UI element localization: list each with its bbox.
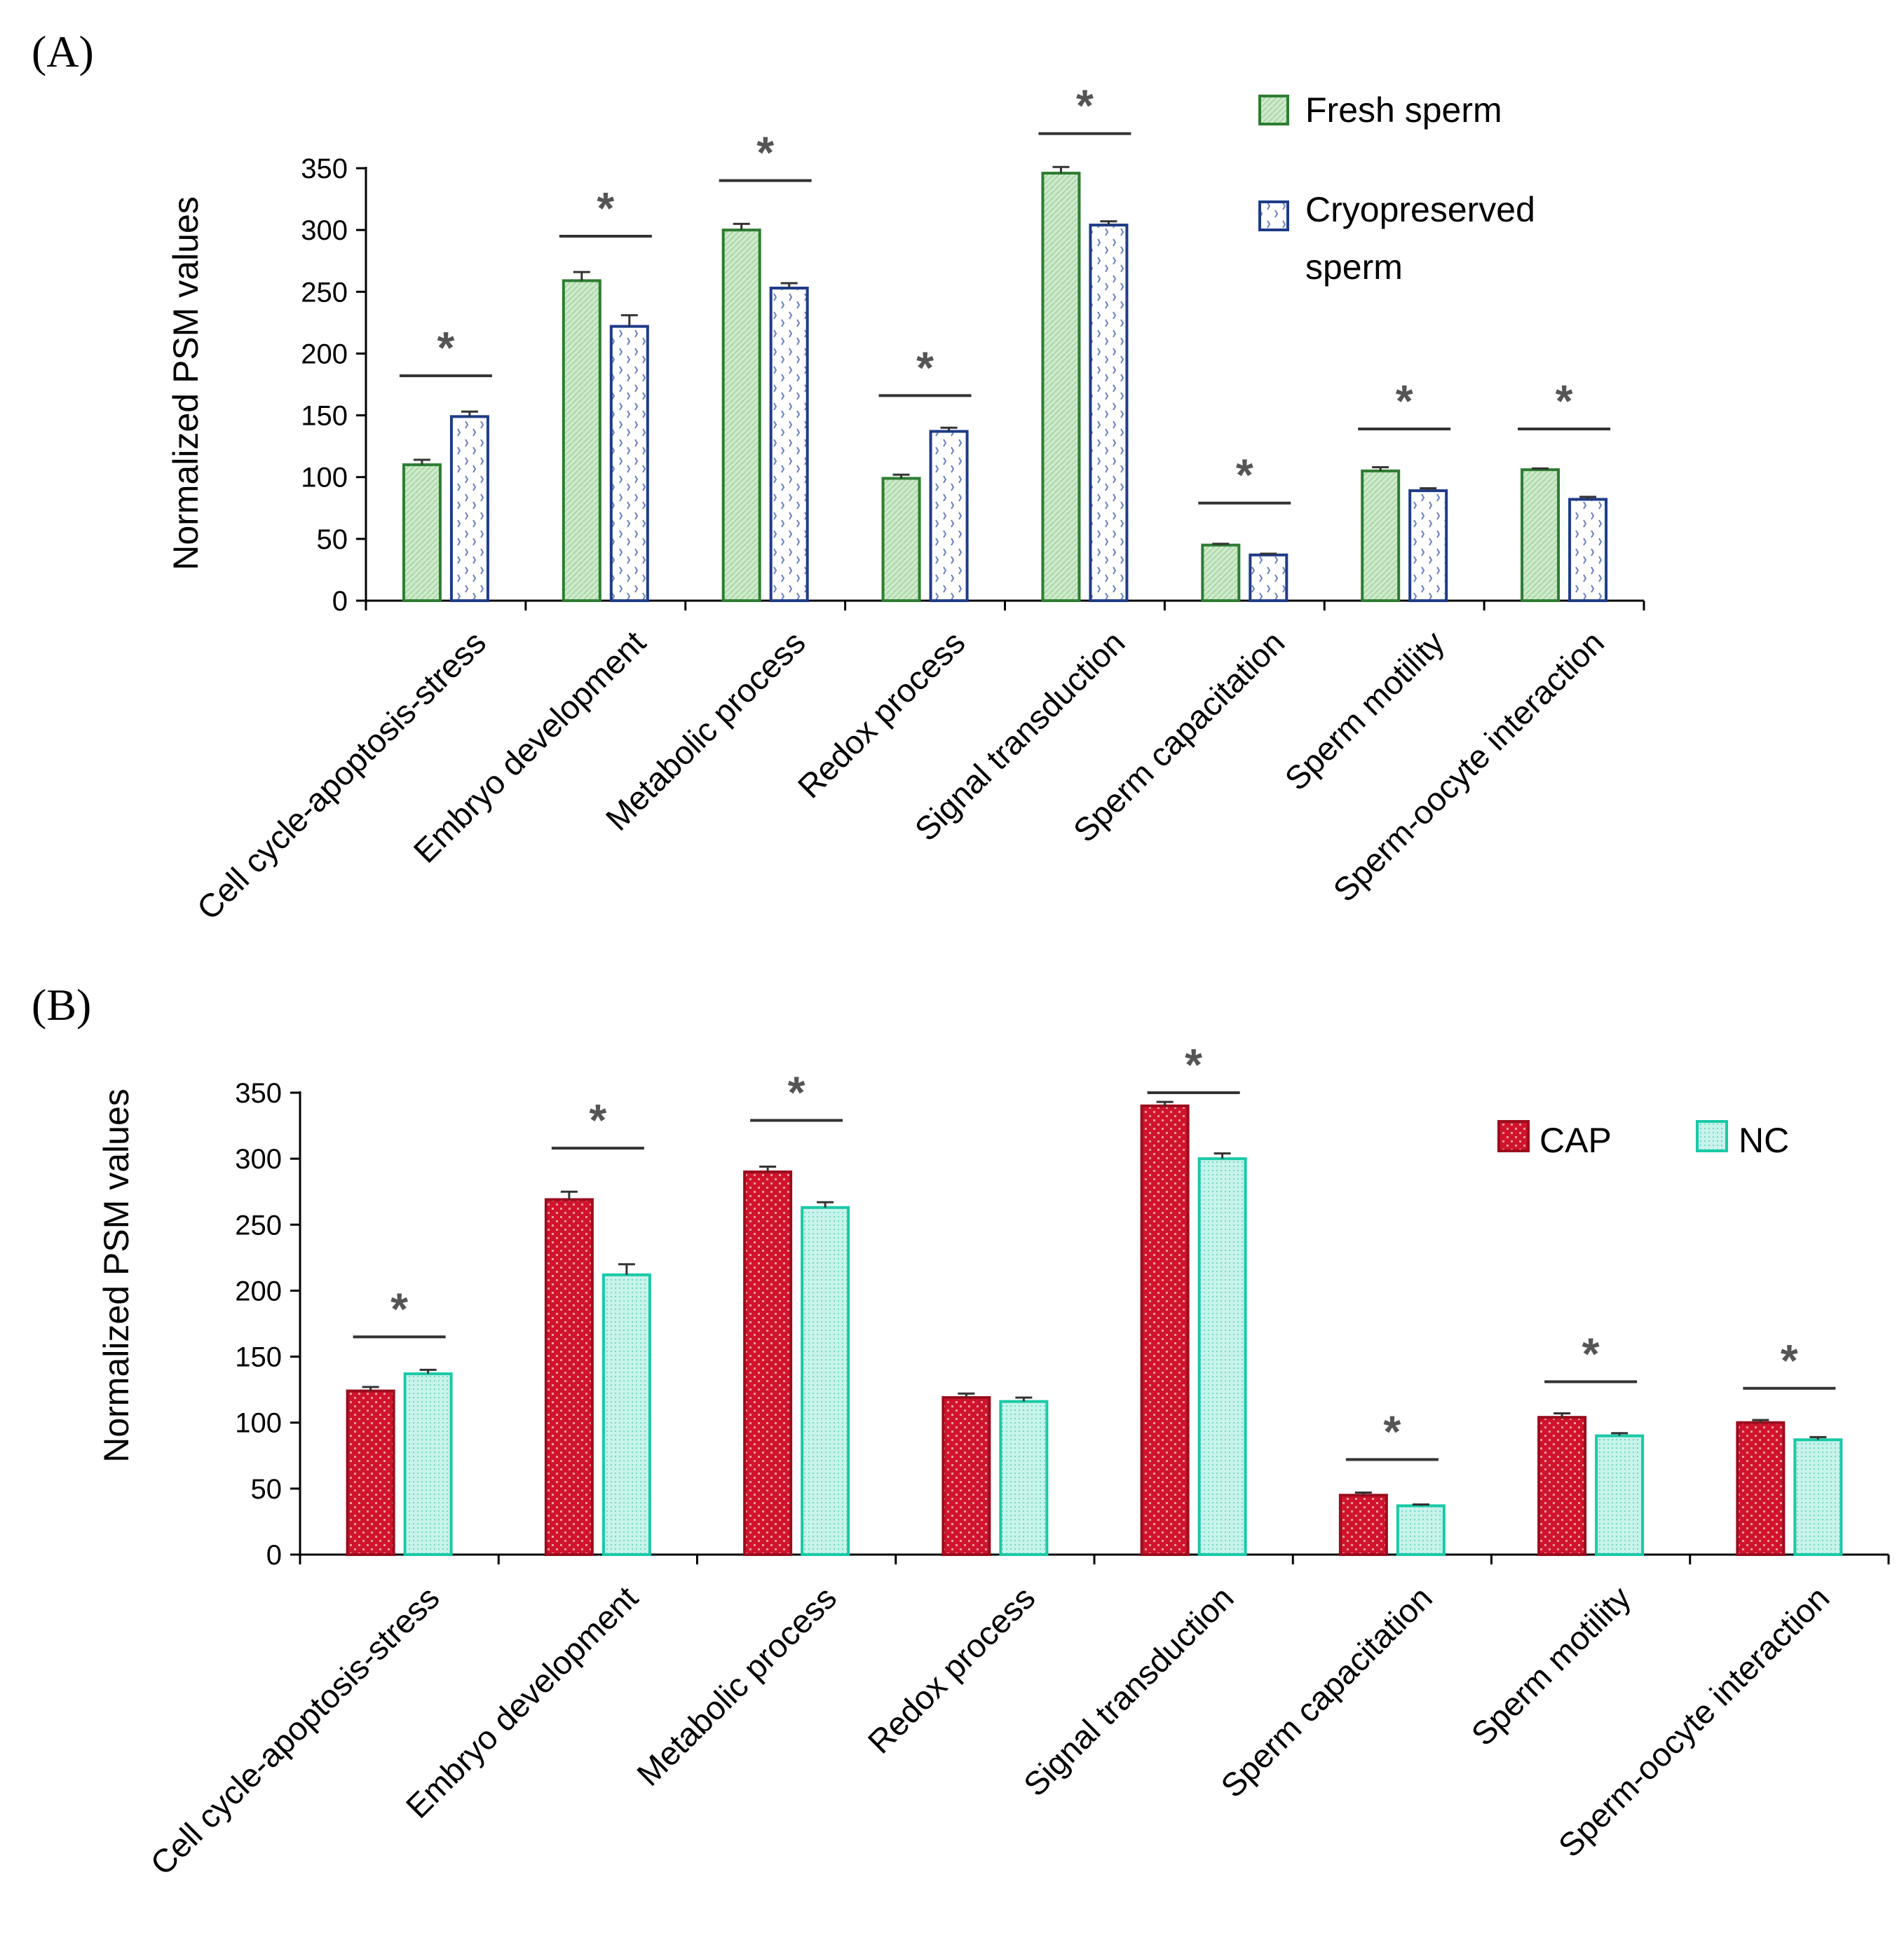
bar-nc xyxy=(999,1400,1049,1557)
bar-nc xyxy=(1197,1157,1247,1556)
panel-b-y-axis-title: Normalized PSM values xyxy=(97,1088,136,1463)
significance-star: * xyxy=(589,1095,606,1145)
bar-cryopreserved-sperm xyxy=(1408,489,1448,602)
bar-fresh-sperm xyxy=(1361,469,1401,603)
bar-cap xyxy=(941,1395,991,1556)
y-tick-label: 300 xyxy=(235,1144,282,1175)
bar-fresh-sperm xyxy=(721,228,761,602)
x-category-label: Metabolic process xyxy=(630,1579,843,1793)
bar-fresh-sperm xyxy=(562,279,601,602)
x-category-label: Sperm motility xyxy=(1277,623,1451,797)
bar-cap xyxy=(1736,1421,1786,1556)
legend-swatch xyxy=(1497,1120,1530,1152)
bar-cryopreserved-sperm xyxy=(1568,498,1608,603)
significance-star: * xyxy=(788,1067,805,1118)
y-tick-label: 200 xyxy=(301,339,348,369)
bar-fresh-sperm xyxy=(1521,468,1560,602)
bar-cryopreserved-sperm xyxy=(929,430,969,603)
y-tick-label: 0 xyxy=(332,586,348,617)
bar-cryopreserved-sperm xyxy=(1089,224,1129,602)
bar-nc xyxy=(1793,1438,1843,1556)
bar-cap xyxy=(1537,1416,1587,1556)
legend-label: NC xyxy=(1739,1121,1789,1160)
x-category-label: Sperm motility xyxy=(1464,1578,1638,1752)
legend-label: sperm xyxy=(1305,247,1403,287)
bar-cryopreserved-sperm xyxy=(1249,553,1288,603)
bar-cryopreserved-sperm xyxy=(769,286,809,602)
bar-fresh-sperm xyxy=(881,477,921,603)
bar-cryopreserved-sperm xyxy=(449,415,489,602)
panel-a-plot-area: 0 50 100 150 200 250 300 350 Cell cycle-apoptosi… xyxy=(189,81,1645,927)
significance-star: * xyxy=(916,342,934,393)
legend-swatch xyxy=(1258,95,1289,125)
y-tick-label: 250 xyxy=(235,1210,282,1241)
panel-a-label: (A) xyxy=(32,27,94,76)
bar-cap xyxy=(544,1198,594,1557)
x-category-label: Sperm capacitation xyxy=(1213,1579,1439,1805)
y-tick-label: 350 xyxy=(235,1078,282,1109)
y-tick-label: 150 xyxy=(301,401,348,432)
y-tick-label: 50 xyxy=(317,524,348,555)
significance-star: * xyxy=(437,322,454,373)
x-category-label: Sperm-oocyte interaction xyxy=(1326,624,1611,909)
bar-fresh-sperm xyxy=(1041,172,1081,602)
significance-star: * xyxy=(756,128,774,178)
legend-label: CAP xyxy=(1539,1121,1612,1160)
bar-nc xyxy=(601,1273,651,1556)
significance-star: * xyxy=(1236,450,1253,500)
panel-b: (B) Normalized PSM values 0 50 100 150 200 25… xyxy=(32,980,1890,1883)
bar-fresh-sperm xyxy=(1201,543,1241,603)
legend-swatch xyxy=(1258,200,1289,231)
panel-a: (A) Normalized PSM values 0 50 100 150 200 25… xyxy=(32,27,1645,927)
bar-cap xyxy=(1338,1494,1388,1557)
legend-label: Fresh sperm xyxy=(1305,90,1502,130)
significance-star: * xyxy=(390,1283,408,1334)
bar-nc xyxy=(1396,1504,1446,1556)
bar-nc xyxy=(801,1206,850,1557)
y-tick-label: 300 xyxy=(301,215,348,246)
panel-a-y-axis-title: Normalized PSM values xyxy=(166,196,205,571)
legend-label: Cryopreserved xyxy=(1305,190,1535,229)
panel-b-label: (B) xyxy=(32,980,91,1030)
bar-nc xyxy=(403,1372,453,1556)
bar-cap xyxy=(1140,1104,1190,1557)
panel-b-plot-area: 0 50 100 150 200 250 300 350 Cell cycle-apoptosi… xyxy=(143,1039,1890,1883)
significance-star: * xyxy=(597,183,614,233)
significance-star: * xyxy=(1383,1406,1401,1456)
legend-swatch xyxy=(1696,1120,1728,1152)
y-tick-label: 50 xyxy=(251,1474,283,1505)
y-tick-label: 250 xyxy=(301,277,348,308)
x-category-label: Redox process xyxy=(860,1579,1042,1761)
bar-cryopreserved-sperm xyxy=(609,325,649,602)
bar-nc xyxy=(1595,1434,1645,1557)
significance-star: * xyxy=(1185,1039,1202,1090)
significance-star: * xyxy=(1556,376,1573,426)
y-tick-label: 0 xyxy=(266,1540,282,1571)
y-tick-label: 100 xyxy=(301,463,348,493)
y-tick-label: 150 xyxy=(235,1342,282,1373)
bar-cap xyxy=(743,1170,793,1556)
y-tick-label: 200 xyxy=(235,1276,282,1306)
bar-cap xyxy=(346,1389,395,1557)
significance-star: * xyxy=(1396,376,1413,426)
bar-fresh-sperm xyxy=(402,463,442,602)
x-category-label: Cell cycle-apoptosis-stress xyxy=(143,1579,447,1883)
significance-star: * xyxy=(1076,81,1094,131)
y-tick-label: 350 xyxy=(301,153,348,184)
x-category-label: Redox process xyxy=(790,624,972,805)
y-tick-label: 100 xyxy=(235,1408,282,1439)
significance-star: * xyxy=(1781,1335,1798,1386)
x-category-label: Signal transduction xyxy=(1016,1579,1241,1803)
significance-star: * xyxy=(1582,1328,1600,1379)
x-category-label: Cell cycle-apoptosis-stress xyxy=(189,624,493,927)
